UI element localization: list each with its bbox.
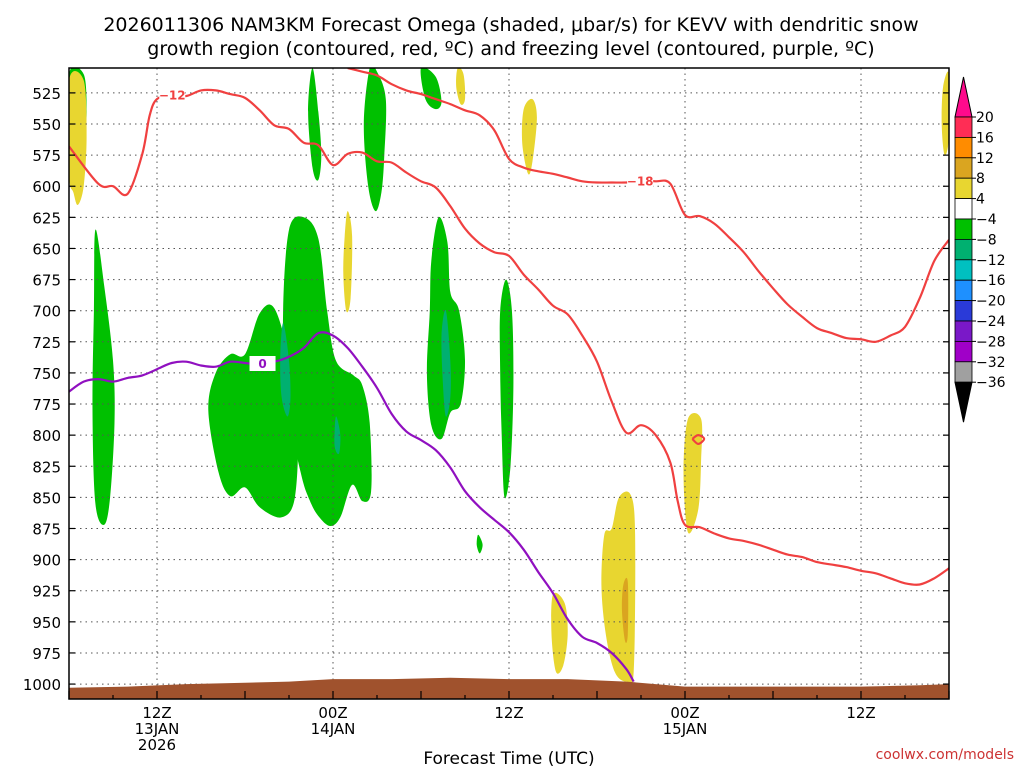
colorbar-label: −36 xyxy=(976,375,1006,391)
colorbar-swatch xyxy=(954,279,973,302)
contour-label-bg xyxy=(249,355,276,371)
x-tick-label: 2026 xyxy=(138,736,176,754)
y-tick-label: 550 xyxy=(32,116,61,134)
y-tick-label: 975 xyxy=(32,645,61,663)
omega-shading xyxy=(69,68,949,686)
y-tick-label: 650 xyxy=(32,240,61,258)
y-tick-label: 825 xyxy=(32,458,61,476)
colorbar-label: 12 xyxy=(976,151,994,167)
y-tick-label: 525 xyxy=(32,85,61,103)
contour-label: −18 xyxy=(627,174,654,188)
omega-area xyxy=(280,323,291,417)
colorbar-swatch xyxy=(954,218,973,240)
chart-title-line-2: growth region (contoured, red, ºC) and f… xyxy=(147,38,874,60)
x-tick-label: 12Z xyxy=(494,704,523,722)
colorbar-label: −8 xyxy=(976,232,997,248)
colorbar-label: 16 xyxy=(976,130,994,146)
y-tick-label: 750 xyxy=(32,365,61,383)
colorbar-label: −20 xyxy=(976,294,1006,310)
terrain-area xyxy=(69,677,949,699)
omega-area xyxy=(476,534,483,554)
x-tick-label: 15JAN xyxy=(663,720,708,738)
colorbar-swatch xyxy=(954,116,973,138)
colorbar-swatch xyxy=(954,300,973,322)
omega-area xyxy=(92,229,115,525)
colorbar: 20 16 12 8 4 −4 −8 −12 −16 −20 −24 −28 −32 −36 xyxy=(954,76,1006,423)
colorbar-label: 4 xyxy=(976,192,985,208)
y-tick-label: 600 xyxy=(32,178,61,196)
omega-area xyxy=(208,304,299,518)
contour-label-bg xyxy=(627,173,654,189)
credit-text: coolwx.com/models xyxy=(876,747,1014,763)
contour-line xyxy=(69,331,635,683)
omega-area xyxy=(420,68,442,110)
colorbar-label: −24 xyxy=(976,314,1006,330)
colorbar-swatch xyxy=(954,136,973,159)
y-tick-label: 875 xyxy=(32,520,61,538)
y-tick-label: 950 xyxy=(32,614,61,632)
colorbar-label: 8 xyxy=(976,171,985,187)
contour-line xyxy=(691,434,706,445)
colorbar-label: −16 xyxy=(976,273,1006,289)
omega-area xyxy=(621,577,629,643)
x-tick-label: 12Z xyxy=(846,704,875,722)
colorbar-swatch xyxy=(954,259,973,281)
y-tick-label: 675 xyxy=(32,272,61,290)
omega-area xyxy=(363,68,387,212)
x-tick-label: 00Z xyxy=(318,704,347,722)
colorbar-lower-triangle xyxy=(954,381,973,423)
y-tick-label: 900 xyxy=(32,552,61,570)
colorbar-label: −28 xyxy=(976,334,1006,350)
contour-line xyxy=(69,88,949,586)
plot-area: −12 −18 0 xyxy=(69,68,949,699)
colorbar-swatch xyxy=(954,157,973,179)
colorbar-swatch xyxy=(954,238,973,261)
colorbar-label: −4 xyxy=(976,212,997,228)
contour-label: 0 xyxy=(258,357,266,371)
omega-area xyxy=(683,413,703,534)
y-axis-ticks: 525 550 575 600 625 650 675 700 725 750 775 800 825 8… xyxy=(23,85,949,694)
x-tick-label: 00Z xyxy=(670,704,699,722)
x-tick-label: 13JAN xyxy=(135,720,180,738)
omega-area xyxy=(499,279,514,499)
colorbar-swatch xyxy=(954,320,973,342)
colorbar-swatch xyxy=(954,361,973,383)
contour-label: −12 xyxy=(159,88,186,102)
terrain xyxy=(69,677,949,699)
y-tick-label: 700 xyxy=(32,303,61,321)
omega-area xyxy=(334,416,341,455)
x-tick-label: 12Z xyxy=(142,704,171,722)
omega-area xyxy=(601,491,636,686)
colorbar-swatch xyxy=(954,177,973,199)
chart-title-line-1: 2026011306 NAM3KM Forecast Omega (shaded… xyxy=(103,14,918,36)
omega-area xyxy=(308,68,322,181)
y-tick-label: 850 xyxy=(32,489,61,507)
colorbar-label: −32 xyxy=(976,355,1006,371)
y-tick-label: 725 xyxy=(32,334,61,352)
y-tick-label: 800 xyxy=(32,427,61,445)
contour-lines: −12 −18 0 xyxy=(69,68,949,683)
colorbar-label: 20 xyxy=(976,110,994,126)
y-tick-label: 1000 xyxy=(23,676,61,694)
omega-area xyxy=(282,216,372,527)
colorbar-swatch xyxy=(954,340,973,363)
omega-area xyxy=(521,98,537,175)
colorbar-upper-triangle xyxy=(954,76,973,118)
y-tick-label: 775 xyxy=(32,396,61,414)
y-tick-label: 925 xyxy=(32,583,61,601)
colorbar-label: −12 xyxy=(976,253,1006,269)
omega-area xyxy=(343,211,353,313)
contour-label-bg xyxy=(159,87,186,103)
omega-area xyxy=(441,310,451,417)
omega-area xyxy=(456,68,466,105)
x-axis-label: Forecast Time (UTC) xyxy=(423,749,594,768)
y-tick-label: 625 xyxy=(32,209,61,227)
colorbar-swatch xyxy=(954,198,973,220)
omega-area xyxy=(69,71,87,205)
x-tick-label: 14JAN xyxy=(311,720,356,738)
y-tick-label: 575 xyxy=(32,147,61,165)
